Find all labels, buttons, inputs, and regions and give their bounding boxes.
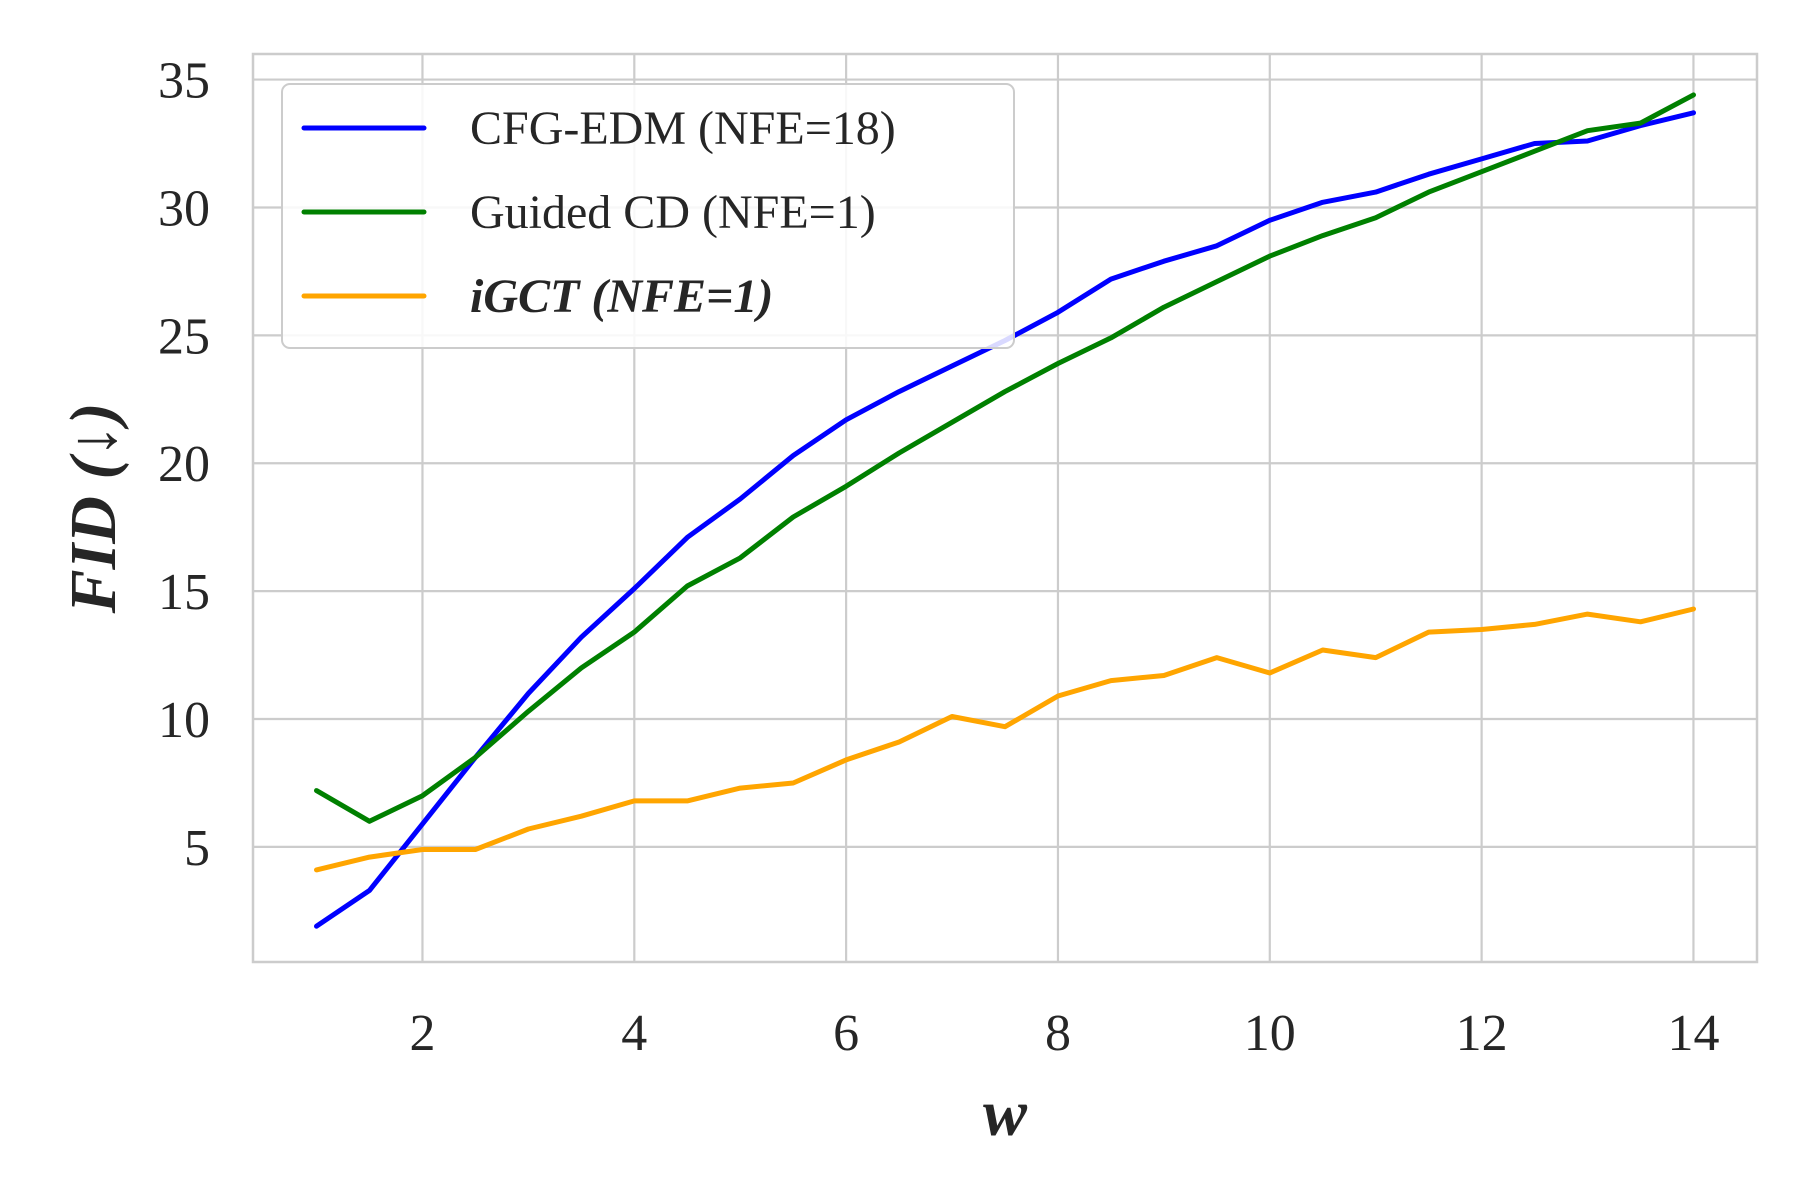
y-tick-label: 25 — [158, 308, 210, 365]
legend-label: iGCT (NFE=1) — [470, 270, 773, 323]
x-tick-label: 10 — [1244, 1005, 1296, 1062]
series-line-3 — [314, 606, 1696, 873]
y-tick-label: 20 — [158, 436, 210, 493]
x-tick-label: 14 — [1667, 1005, 1719, 1062]
plot-frame — [251, 52, 1759, 964]
y-tick-label: 35 — [158, 53, 210, 110]
x-tick-labels: 2 4 6 8 10 12 14 — [409, 1005, 1719, 1062]
x-tick-label: 4 — [621, 1005, 647, 1062]
legend: CFG-EDM (NFE=18) Guided CD (NFE=1) iGCT (N… — [281, 83, 1015, 349]
x-tick-label: 2 — [409, 1005, 435, 1062]
y-tick-label: 10 — [158, 692, 210, 749]
series-line-2 — [314, 92, 1696, 824]
legend-label: CFG-EDM (NFE=18) — [470, 102, 896, 155]
y-axis-title: FID (↓) — [57, 403, 130, 615]
y-tick-label: 30 — [158, 180, 210, 237]
y-tick-label: 15 — [158, 564, 210, 621]
legend-label: Guided CD (NFE=1) — [470, 186, 876, 239]
x-axis-title: w — [983, 1077, 1028, 1150]
legend-box — [281, 83, 1015, 349]
y-tick-label: 5 — [184, 820, 210, 877]
x-tick-label: 6 — [833, 1005, 859, 1062]
y-tick-labels: 5 10 15 20 25 30 35 — [158, 53, 210, 877]
x-tick-label: 8 — [1045, 1005, 1071, 1062]
x-tick-label: 12 — [1456, 1005, 1508, 1062]
